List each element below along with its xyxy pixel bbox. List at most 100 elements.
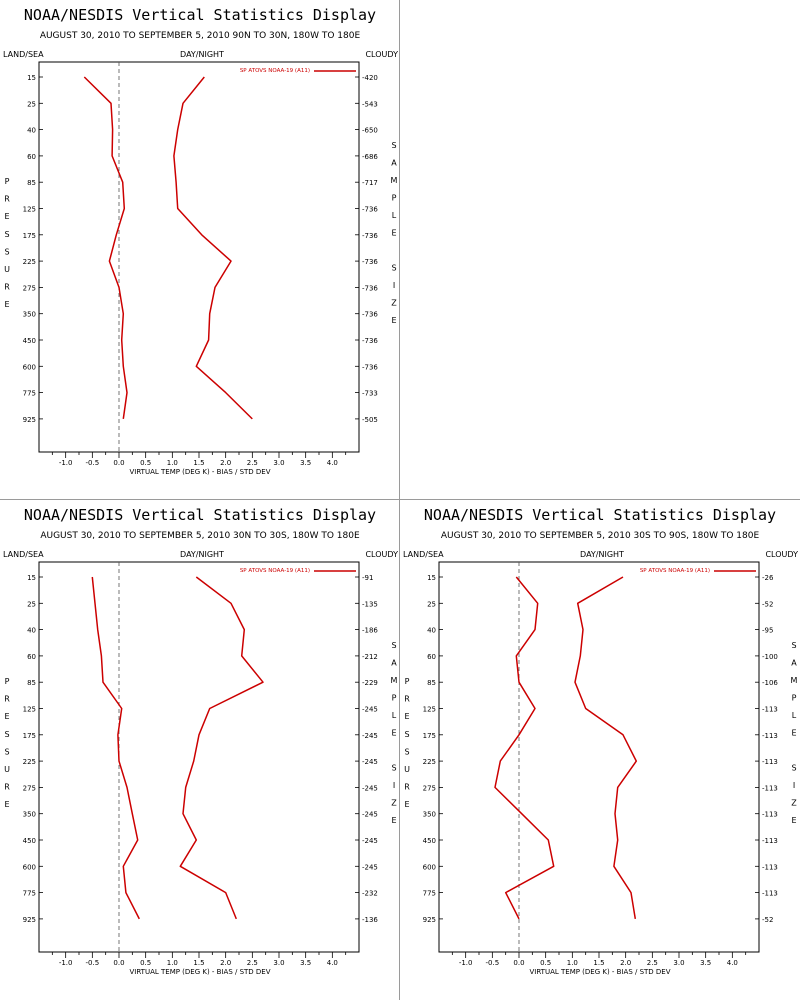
chart-svg-30s-90s: NOAA/NESDIS Vertical Statistics Display A…	[403, 506, 798, 976]
x-tick-label: 2.5	[247, 459, 258, 467]
x-tick-label: 0.0	[113, 959, 124, 967]
pressure-tick-label: 350	[23, 811, 36, 819]
pressure-tick-label: 60	[27, 153, 36, 161]
pressure-tick-label: 40	[27, 627, 36, 635]
y-axis-label-right-letter: L	[392, 211, 397, 220]
corner-label-left: LAND/SEA	[403, 550, 444, 559]
y-axis-label-right-letter: I	[393, 781, 395, 790]
sample-size-label: -736	[362, 206, 378, 214]
y-axis-label-right-letter: S	[391, 264, 396, 273]
y-axis-label-left-letter: E	[4, 300, 9, 309]
x-tick-label: 3.5	[300, 959, 311, 967]
x-tick-label: 0.5	[540, 959, 551, 967]
x-tick-label: -0.5	[85, 959, 99, 967]
x-tick-label: 2.0	[620, 959, 631, 967]
sample-size-label: -229	[362, 679, 378, 687]
sample-size-label: -736	[362, 232, 378, 240]
bias-series-line	[91, 576, 140, 920]
corner-label-center: DAY/NIGHT	[180, 550, 224, 559]
y-axis-label-right-letter: P	[392, 194, 397, 203]
pressure-tick-label: 275	[23, 784, 36, 792]
y-axis-label-right-letter: E	[391, 316, 396, 325]
pressure-tick-label: 925	[23, 916, 36, 924]
sample-size-label: -245	[362, 706, 378, 714]
y-axis-label-left-letter: R	[404, 783, 410, 792]
pressure-tick-label: 775	[23, 890, 36, 898]
stddev-series-line	[179, 576, 264, 920]
sample-size-label: -113	[762, 706, 778, 714]
sample-size-label: -91	[362, 574, 373, 582]
x-tick-label: 0.0	[113, 459, 124, 467]
legend-label: SP ATOVS NOAA-19 (A11)	[640, 568, 710, 574]
y-axis-label-right-letter: S	[791, 764, 796, 773]
pressure-tick-label: 15	[27, 574, 36, 582]
sample-size-label: -245	[362, 811, 378, 819]
y-axis-label-left-letter: E	[404, 800, 409, 809]
y-axis-label-left-letter: S	[404, 747, 409, 756]
pressure-tick-label: 350	[423, 811, 436, 819]
y-axis-label-right-letter: S	[791, 641, 796, 650]
y-axis-label-right-letter: M	[391, 676, 398, 685]
y-axis-label-left-letter: E	[404, 712, 409, 721]
sample-size-label: -733	[362, 390, 378, 398]
sample-size-label: -650	[362, 127, 378, 135]
x-tick-label: 4.0	[327, 959, 338, 967]
plot-frame	[438, 561, 760, 953]
y-axis-label-right-letter: S	[391, 764, 396, 773]
y-axis-label-right-letter: A	[391, 159, 397, 168]
x-tick-label: 0.5	[140, 459, 151, 467]
x-tick-label: 2.0	[220, 459, 231, 467]
pressure-tick-label: 85	[27, 679, 36, 687]
y-axis-label-left-letter: U	[4, 265, 10, 274]
y-axis-label-left-letter: S	[4, 247, 9, 256]
corner-label-center: DAY/NIGHT	[580, 550, 624, 559]
sample-size-label: -245	[362, 784, 378, 792]
sample-size-label: -106	[762, 679, 778, 687]
y-axis-label-left-letter: E	[4, 212, 9, 221]
panel-divider-vertical	[399, 0, 400, 1000]
x-tick-label: 2.0	[220, 959, 231, 967]
pressure-tick-label: 60	[27, 653, 36, 661]
x-tick-label: 2.5	[247, 959, 258, 967]
sample-size-label: -26	[762, 574, 774, 582]
x-tick-label: 1.0	[167, 459, 178, 467]
x-tick-label: 4.0	[727, 959, 738, 967]
pressure-tick-label: 600	[23, 363, 36, 371]
sample-size-label: -736	[362, 363, 378, 371]
x-tick-label: 1.5	[593, 959, 604, 967]
chart-title: NOAA/NESDIS Vertical Statistics Display	[24, 6, 376, 24]
chart-svg-30n-30s: NOAA/NESDIS Vertical Statistics Display A…	[3, 506, 398, 976]
pressure-tick-label: 925	[23, 416, 36, 424]
sample-size-label: -113	[762, 890, 778, 898]
pressure-tick-label: 775	[423, 890, 436, 898]
x-tick-label: 2.5	[647, 959, 658, 967]
stddev-series-line	[173, 76, 253, 420]
pressure-tick-label: 125	[423, 706, 436, 714]
pressure-tick-label: 25	[427, 600, 436, 608]
x-axis-label: VIRTUAL TEMP (DEG K) - BIAS / STD DEV	[129, 468, 270, 476]
chart-subtitle: AUGUST 30, 2010 TO SEPTEMBER 5, 2010 30S…	[441, 531, 760, 541]
sample-size-label: -245	[362, 758, 378, 766]
sample-size-label: -113	[762, 784, 778, 792]
y-axis-label-right-letter: E	[391, 816, 396, 825]
y-axis-label-right-letter: M	[391, 176, 398, 185]
x-tick-label: 1.0	[567, 959, 578, 967]
sample-size-label: -736	[362, 311, 378, 319]
x-tick-label: -0.5	[85, 459, 99, 467]
y-axis-label-left-letter: P	[5, 677, 10, 686]
chart-title: NOAA/NESDIS Vertical Statistics Display	[424, 506, 776, 524]
pressure-tick-label: 125	[23, 706, 36, 714]
x-tick-label: 3.0	[673, 959, 684, 967]
x-tick-label: 3.5	[300, 459, 311, 467]
pressure-tick-label: 125	[23, 206, 36, 214]
y-axis-label-left-letter: R	[404, 695, 410, 704]
pressure-tick-label: 60	[427, 653, 436, 661]
sample-size-label: -686	[362, 153, 378, 161]
pressure-tick-label: 450	[23, 337, 36, 345]
sample-size-label: -212	[362, 653, 378, 661]
y-axis-label-right-letter: E	[391, 229, 396, 238]
y-axis-label-right-letter: A	[391, 659, 397, 668]
legend-label: SP ATOVS NOAA-19 (A11)	[240, 68, 310, 74]
y-axis-label-right-letter: L	[792, 711, 797, 720]
sample-size-label: -543	[362, 100, 378, 108]
